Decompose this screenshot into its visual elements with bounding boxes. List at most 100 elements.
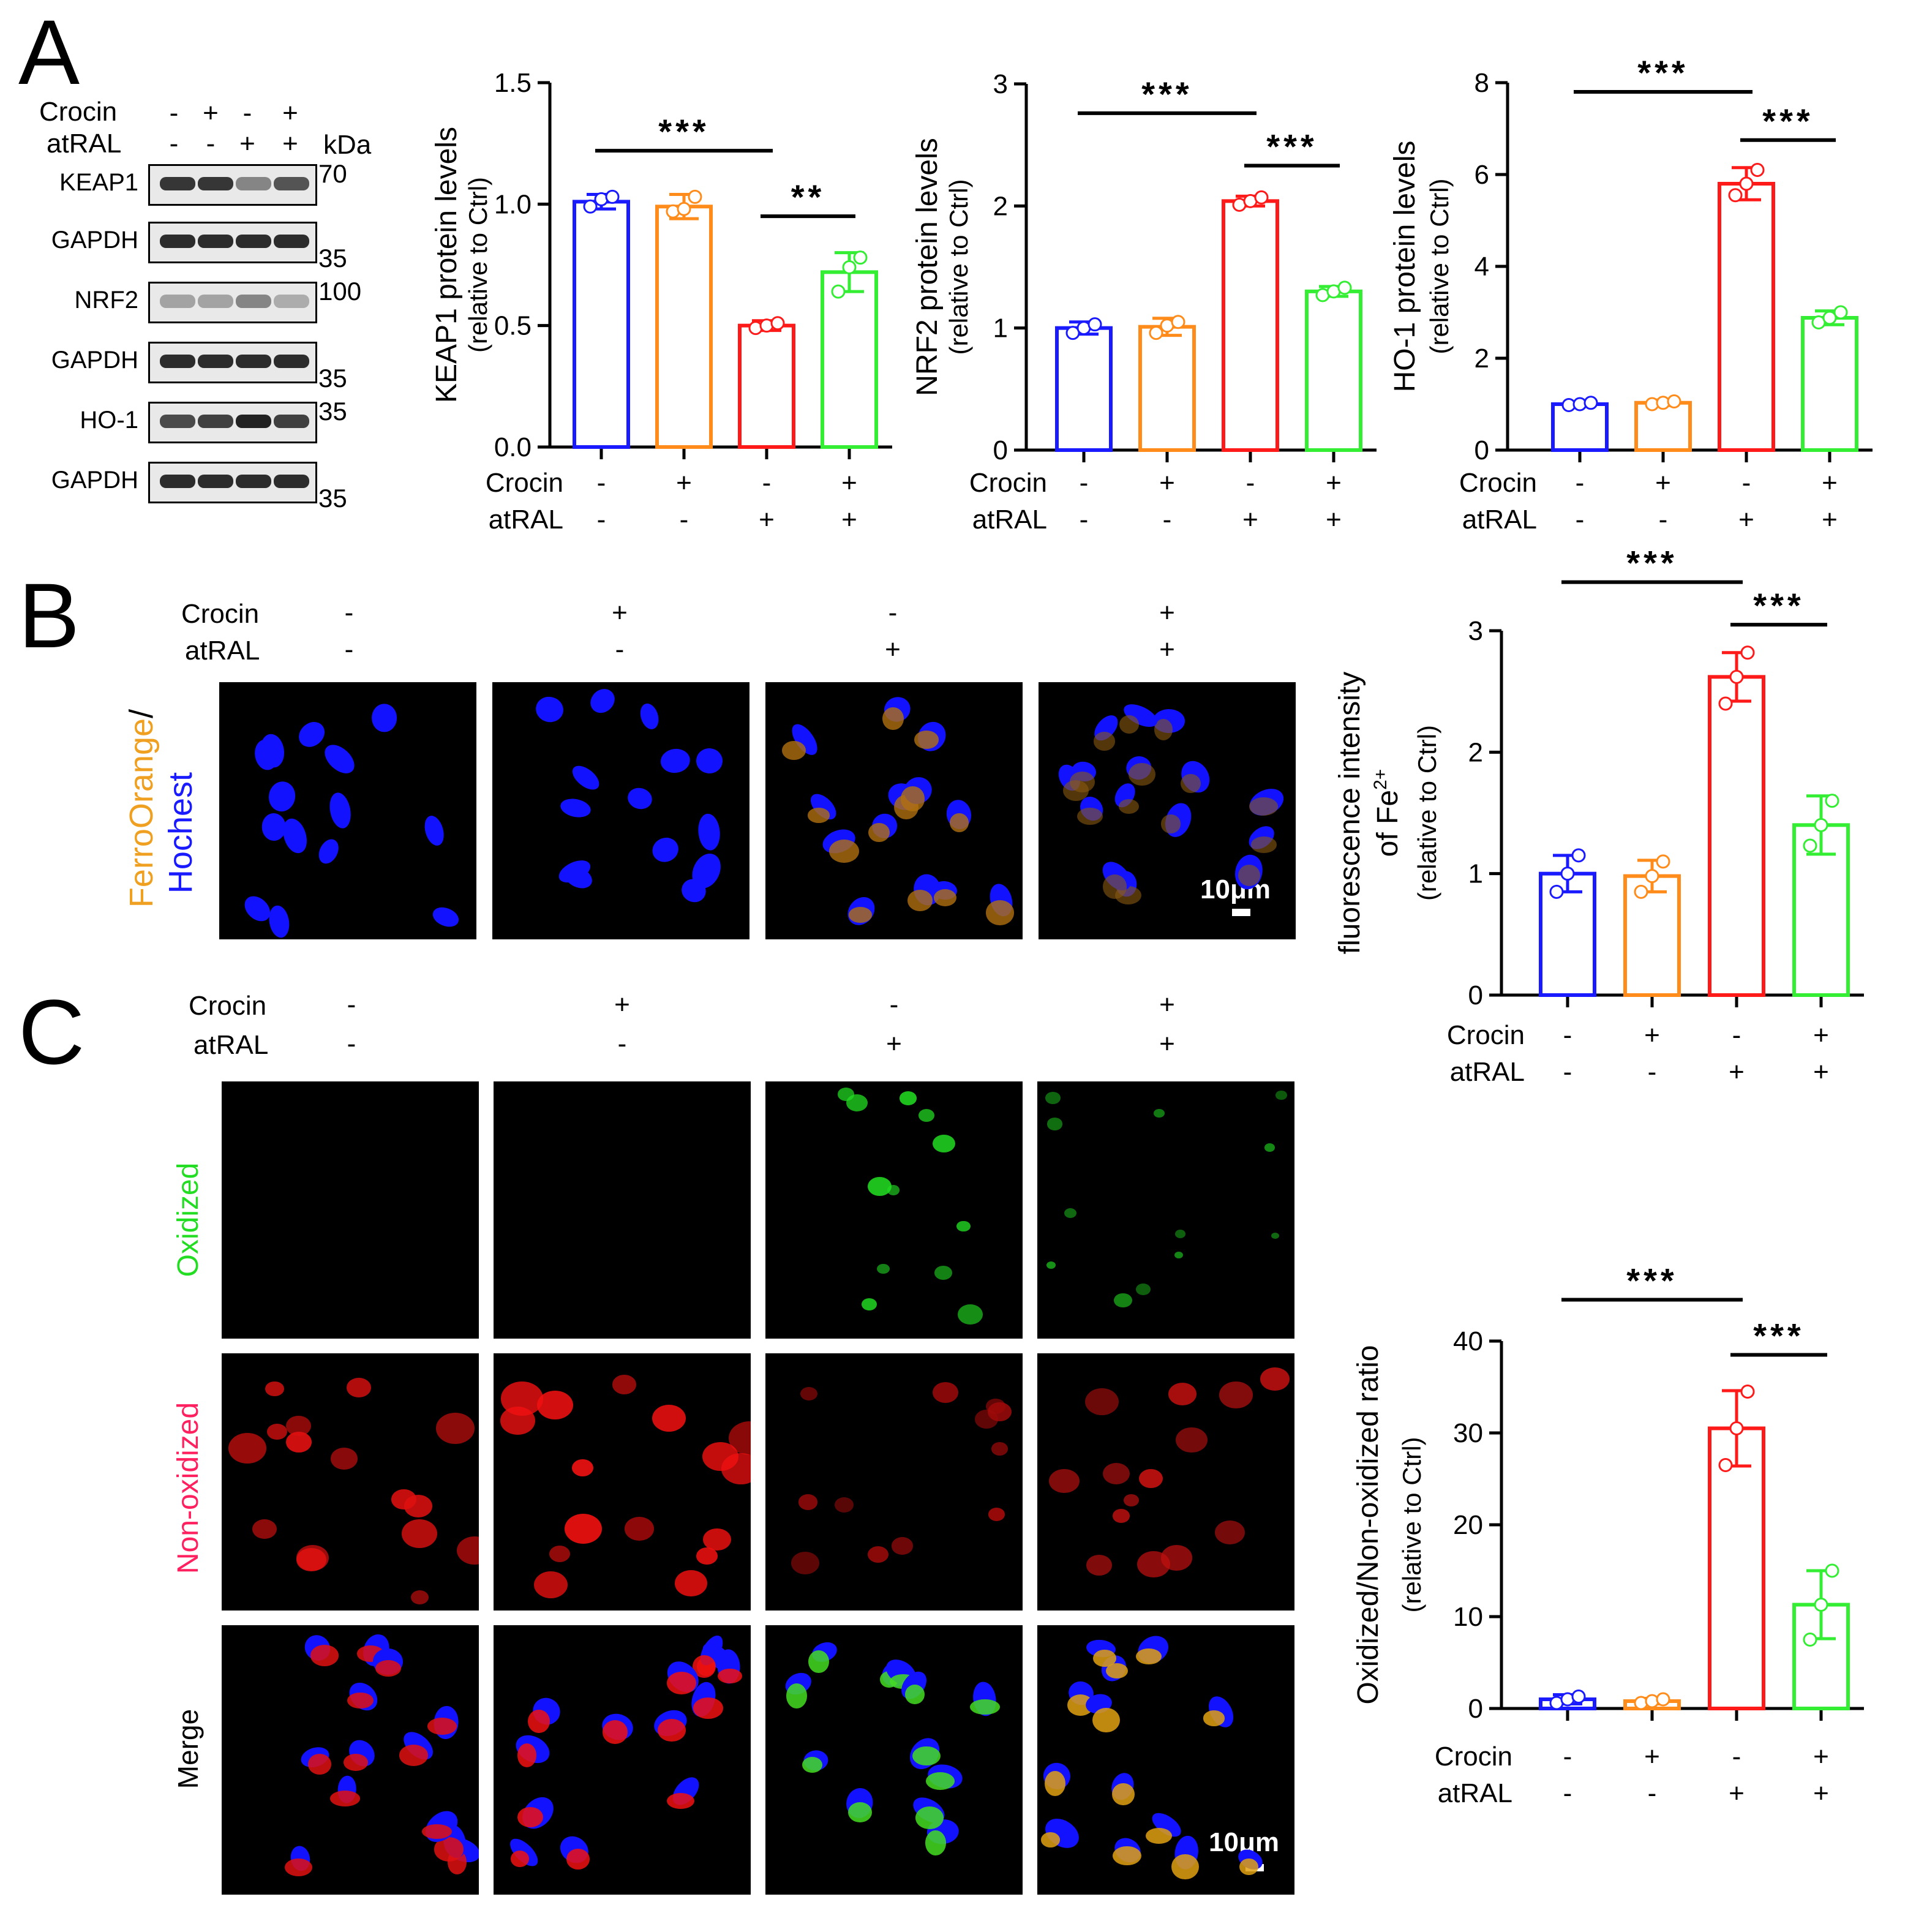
blot-band bbox=[198, 355, 233, 368]
blot-band bbox=[236, 415, 271, 428]
blot-band bbox=[236, 235, 271, 248]
y-tick-label: 30 bbox=[1453, 1418, 1483, 1448]
y-tick-label: 1.5 bbox=[494, 68, 532, 98]
bar bbox=[573, 200, 630, 449]
y-axis-label: Oxidized/Non-oxidized ratio bbox=[1352, 1345, 1384, 1705]
oxidized-image-ctrl bbox=[222, 1081, 479, 1339]
crocin-sign: - bbox=[1732, 1020, 1741, 1050]
b-crocin-label: Crocin bbox=[181, 599, 260, 629]
oxidized-signal bbox=[1064, 1208, 1077, 1219]
wb-atral-label: atRAL bbox=[47, 129, 122, 159]
blot-band bbox=[236, 355, 271, 368]
ferro-signal bbox=[1077, 807, 1103, 825]
nonoxidized-signal bbox=[549, 1545, 570, 1563]
nonoxidized-signal bbox=[565, 1514, 603, 1544]
y-tick-label: 3 bbox=[993, 69, 1008, 99]
crocin-row-label: Crocin bbox=[1459, 468, 1537, 498]
atral-row-label: atRAL bbox=[972, 505, 1047, 535]
blot-band bbox=[198, 295, 233, 308]
atral-sign: + bbox=[1813, 1778, 1829, 1808]
atral-sign: - bbox=[1648, 1057, 1657, 1087]
panel-letter-c: C bbox=[18, 980, 85, 1083]
kda-marker: 70 bbox=[318, 159, 347, 188]
nonoxidized-signal bbox=[834, 1497, 854, 1513]
crocin-sign: + bbox=[1822, 468, 1838, 498]
oxidized-signal bbox=[1045, 1091, 1061, 1104]
merge-signal bbox=[1112, 1846, 1141, 1866]
merge-image-crocin bbox=[494, 1625, 751, 1895]
nonoxidized-signal bbox=[266, 1423, 287, 1440]
data-point bbox=[1549, 884, 1564, 899]
atral-row-label: atRAL bbox=[1438, 1778, 1512, 1808]
crocin-row-label: Crocin bbox=[1447, 1020, 1525, 1050]
blot-band bbox=[274, 475, 309, 488]
kda-marker: 35 bbox=[318, 364, 347, 393]
ferro-signal bbox=[1119, 799, 1140, 814]
oxidized-image-atral bbox=[765, 1081, 1023, 1339]
nonoxidized-signal bbox=[933, 1382, 959, 1403]
merge-signal bbox=[375, 1659, 402, 1677]
nonoxidized-signal bbox=[800, 1386, 818, 1401]
nonoxidized-signal bbox=[791, 1551, 820, 1575]
crocin-row-label: Crocin bbox=[486, 468, 563, 498]
data-point bbox=[1728, 188, 1743, 203]
y-tick-label: 3 bbox=[1468, 616, 1483, 646]
kda-marker: 100 bbox=[318, 277, 362, 306]
kda-marker: 35 bbox=[318, 484, 347, 513]
atral-row-label: atRAL bbox=[1450, 1057, 1525, 1087]
nonoxidized-signal bbox=[1102, 1463, 1130, 1485]
ferro-signal bbox=[1249, 797, 1279, 816]
merge-image-combo: 10μm bbox=[1037, 1625, 1294, 1895]
merge-signal bbox=[399, 1744, 429, 1766]
y-tick-label: 0.5 bbox=[494, 311, 532, 341]
nonoxidized-signal bbox=[624, 1517, 655, 1541]
blot-band bbox=[198, 475, 233, 488]
merge-signal bbox=[528, 1709, 550, 1733]
blot-label: NRF2 bbox=[74, 287, 138, 314]
bar bbox=[1718, 182, 1775, 452]
y-tick-label: 0 bbox=[1475, 435, 1489, 465]
merge-signal bbox=[1041, 1832, 1061, 1847]
merge-signal bbox=[667, 1672, 696, 1694]
ferro-image-atral bbox=[765, 682, 1023, 939]
crocin-sign: - bbox=[1563, 1020, 1572, 1050]
merge-signal bbox=[330, 1791, 361, 1807]
blot-strip bbox=[148, 462, 317, 503]
blot-band bbox=[198, 415, 233, 428]
data-point bbox=[1571, 848, 1586, 863]
c-atral-sign: + bbox=[886, 1029, 902, 1059]
data-point bbox=[1822, 310, 1837, 325]
c-crocin-sign: + bbox=[1159, 990, 1175, 1020]
blot-band bbox=[236, 177, 271, 190]
nonoxidized-signal bbox=[988, 1508, 1005, 1522]
merge-signal bbox=[566, 1849, 590, 1870]
atral-sign: + bbox=[841, 505, 857, 535]
atral-sign: - bbox=[1648, 1778, 1657, 1808]
c-crocin-label: Crocin bbox=[189, 991, 267, 1021]
nonoxidized-image-atral bbox=[765, 1353, 1023, 1611]
merge-signal bbox=[1203, 1710, 1225, 1726]
nonoxidized-signal bbox=[346, 1377, 371, 1397]
oxidized-signal bbox=[868, 1176, 892, 1196]
nonoxidized-image-combo bbox=[1037, 1353, 1294, 1611]
blot-band bbox=[236, 295, 271, 308]
ferro-signal bbox=[782, 741, 806, 760]
bar bbox=[1708, 675, 1765, 998]
merge-signal bbox=[666, 1792, 695, 1810]
merge-signal bbox=[307, 1754, 332, 1775]
nonoxidized-signal bbox=[572, 1459, 593, 1477]
merge-signal bbox=[1093, 1650, 1116, 1667]
y-axis-label: fluorescence intensity bbox=[1334, 672, 1366, 955]
merge-signal bbox=[1239, 1858, 1259, 1876]
y-axis-label: HO-1 protein levels bbox=[1389, 141, 1421, 393]
y-axis-label-sub: (relative to Ctrl) bbox=[1425, 178, 1454, 354]
b-crocin-sign: + bbox=[612, 598, 628, 628]
blot-strip bbox=[148, 282, 317, 323]
nonoxidized-signal bbox=[652, 1404, 686, 1432]
data-point bbox=[1718, 1458, 1733, 1472]
bar bbox=[1222, 199, 1279, 452]
blot-label: KEAP1 bbox=[59, 169, 138, 196]
b-crocin-sign: + bbox=[1159, 598, 1175, 628]
atral-sign: - bbox=[1563, 1057, 1572, 1087]
